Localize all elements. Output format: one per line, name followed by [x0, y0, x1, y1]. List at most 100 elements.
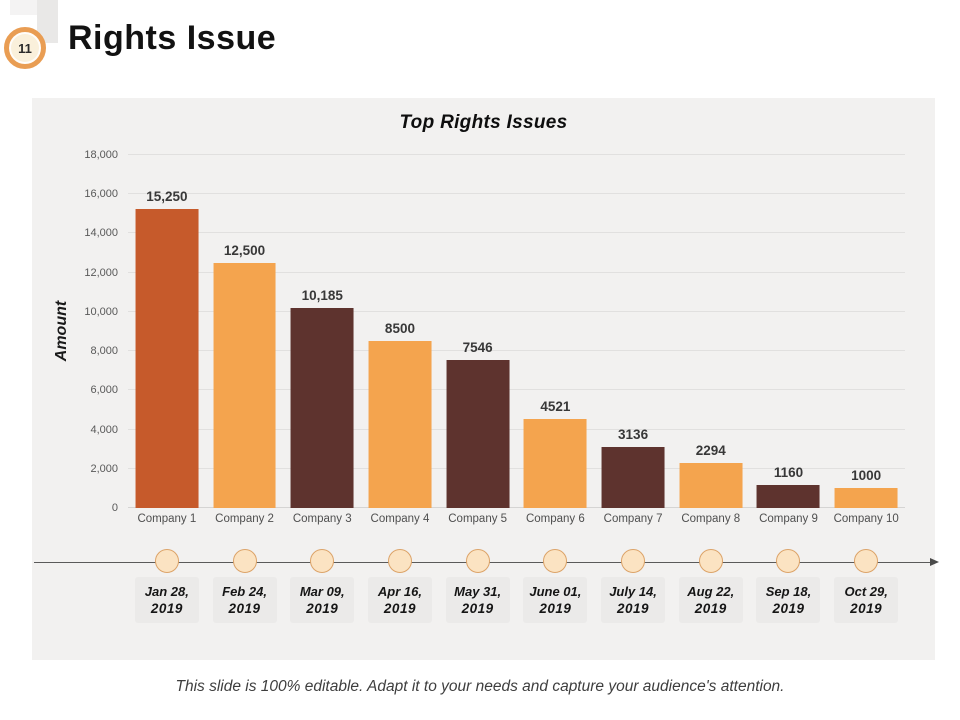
- timeline-date-month-day: Apr 16,: [377, 584, 422, 599]
- timeline-stop-circle: [543, 549, 568, 573]
- x-axis-category-label: Company 5: [448, 513, 508, 525]
- timeline-date-cell: July 14, 2019: [594, 577, 672, 623]
- bar-company-1: [135, 208, 199, 508]
- timeline-date-year: 2019: [772, 601, 805, 616]
- bar-column: 7546: [439, 155, 517, 508]
- gridline: [128, 271, 905, 273]
- bar-column: 1160: [750, 155, 828, 508]
- timeline-stop-circle: [310, 549, 335, 573]
- y-axis-tick-label: 14,000: [84, 227, 118, 240]
- gridline: [128, 467, 905, 469]
- bar-value-label: 7546: [462, 340, 493, 356]
- timeline-date-year: 2019: [383, 601, 416, 616]
- timeline-date-cell: Feb 24, 2019: [206, 577, 284, 623]
- y-axis-tick-label: 12,000: [84, 266, 118, 279]
- timeline-stop-cell: [827, 549, 905, 573]
- gridline: [128, 310, 905, 312]
- x-axis-category-labels: Company 1 Company 2 Company 3 Company 4 Comp…: [128, 513, 905, 525]
- x-axis-category-label: Company 4: [370, 513, 430, 525]
- bar-column: 4521: [517, 155, 595, 508]
- timeline-date-month-day: May 31,: [454, 584, 502, 599]
- timeline-stops: [128, 549, 905, 573]
- timeline-stop-circle: [698, 549, 723, 573]
- gridline: [128, 428, 905, 430]
- timeline-date-box: Sep 18, 2019: [756, 577, 821, 623]
- timeline-date-year: 2019: [617, 601, 650, 616]
- timeline-date-box: Feb 24, 2019: [212, 577, 277, 623]
- timeline-date-cell: May 31, 2019: [439, 577, 517, 623]
- gridline: [128, 154, 905, 155]
- timeline-date-year: 2019: [461, 601, 494, 616]
- gridline: [128, 232, 905, 234]
- bar-column: 1000: [827, 155, 905, 508]
- timeline-stop-circle: [465, 549, 490, 573]
- timeline-date-labels: Jan 28, 2019 Feb 24, 2019 Mar 09, 2019 Apr 16,…: [128, 577, 905, 623]
- bar-company-7: [601, 446, 665, 508]
- y-axis-tick-labels: 0 2,000 4,000 6,000 8,000 10,000 12,000 14,000 1…: [32, 149, 118, 514]
- timeline-stop-circle: [387, 549, 412, 573]
- timeline-stop-circle: [854, 549, 879, 573]
- timeline-date-box: Apr 16, 2019: [367, 577, 432, 623]
- timeline-stop-cell: [361, 549, 439, 573]
- bar-value-label: 15,250: [146, 188, 188, 204]
- bar-series: 15,250 12,500 10,185 8500 7546 4521 3136 2294 11…: [128, 155, 905, 508]
- bar-column: 12,500: [206, 155, 284, 508]
- slide-number: 11: [18, 40, 32, 56]
- timeline-stop-cell: [439, 549, 517, 573]
- gridline: [128, 389, 905, 391]
- timeline-date-year: 2019: [694, 601, 727, 616]
- bar-company-6: [523, 419, 587, 508]
- timeline-stop-circle: [776, 549, 801, 573]
- y-axis-tick-label: 4,000: [90, 423, 118, 436]
- timeline-date-box: Jan 28, 2019: [134, 577, 199, 623]
- timeline-date-box: July 14, 2019: [601, 577, 666, 623]
- timeline-stop-circle: [621, 549, 646, 573]
- timeline-stop-cell: [750, 549, 828, 573]
- timeline-arrow-icon: [930, 558, 939, 566]
- bar-company-2: [213, 262, 277, 508]
- bar-value-label: 2294: [695, 443, 726, 459]
- x-axis-category-label: Company 10: [833, 513, 899, 525]
- bar-column: 15,250: [128, 155, 206, 508]
- bar-company-4: [368, 341, 432, 508]
- timeline-date-year: 2019: [306, 601, 339, 616]
- timeline-date-year: 2019: [850, 601, 883, 616]
- timeline-stop-cell: [128, 549, 206, 573]
- bar-company-9: [757, 485, 820, 508]
- timeline-date-month-day: Oct 29,: [844, 584, 888, 599]
- chart-title: Top Rights Issues: [399, 112, 568, 133]
- timeline-date-cell: Sep 18, 2019: [750, 577, 828, 623]
- plot-area: 15,250 12,500 10,185 8500 7546 4521 3136 2294 11…: [128, 154, 905, 508]
- bar-column: 10,185: [283, 155, 361, 508]
- gridline: [128, 350, 905, 352]
- header-decoration-square-light: [10, 0, 37, 15]
- timeline-date-month-day: July 14,: [609, 584, 657, 599]
- footer-note: This slide is 100% editable. Adapt it to…: [175, 678, 785, 695]
- bar-column: 8500: [361, 155, 439, 508]
- bar-value-label: 12,500: [223, 242, 266, 258]
- bar-company-8: [679, 463, 743, 508]
- timeline-date-cell: Mar 09, 2019: [283, 577, 361, 623]
- slide-number-badge: 11: [4, 27, 46, 69]
- y-axis-tick-label: 8,000: [90, 345, 118, 358]
- x-axis-category-label: Company 7: [603, 513, 663, 525]
- x-axis-category-label: Company 2: [215, 513, 274, 525]
- timeline-date-year: 2019: [150, 601, 183, 616]
- x-axis-category-label: Company 1: [137, 513, 197, 525]
- x-axis-category-label: Company 9: [759, 513, 818, 525]
- bar-column: 2294: [672, 155, 750, 508]
- timeline-stop-circle: [154, 549, 179, 573]
- bar-value-label: 1000: [851, 468, 882, 484]
- x-axis-category-label: Company 8: [681, 513, 741, 525]
- timeline-stop-cell: [517, 549, 595, 573]
- slide-title: Rights Issue: [68, 19, 277, 57]
- y-axis-tick-label: 6,000: [90, 384, 118, 397]
- timeline-date-year: 2019: [228, 601, 261, 616]
- timeline-date-box: June 01, 2019: [523, 577, 588, 623]
- timeline-stop-circle: [232, 549, 257, 573]
- timeline-date-cell: Oct 29, 2019: [827, 577, 905, 623]
- timeline-stop-cell: [206, 549, 284, 573]
- gridline: [128, 193, 905, 195]
- bar-value-label: 8500: [384, 321, 415, 337]
- timeline-date-cell: Jan 28, 2019: [128, 577, 206, 623]
